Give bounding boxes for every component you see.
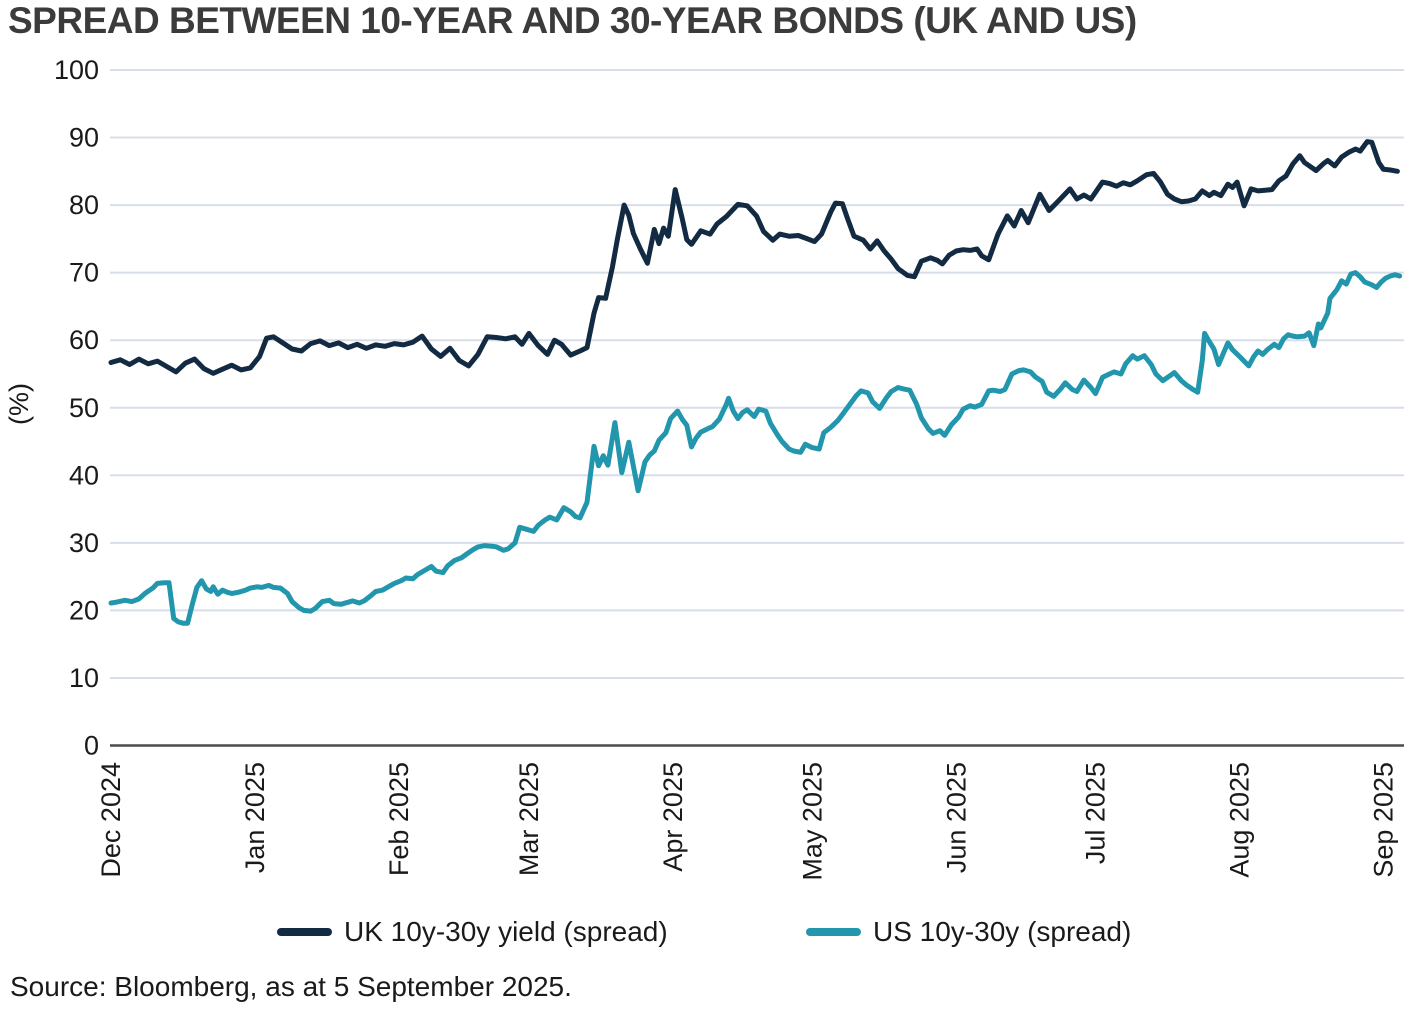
svg-text:Sep 2025: Sep 2025 [1369, 762, 1399, 878]
svg-text:Dec 2024: Dec 2024 [96, 762, 126, 878]
svg-text:Aug 2025: Aug 2025 [1225, 762, 1255, 878]
svg-text:40: 40 [69, 460, 99, 490]
svg-text:70: 70 [69, 258, 99, 288]
svg-text:0: 0 [84, 731, 99, 761]
svg-text:Jun 2025: Jun 2025 [941, 762, 971, 873]
svg-text:60: 60 [69, 325, 99, 355]
svg-text:Feb 2025: Feb 2025 [384, 762, 414, 876]
svg-text:80: 80 [69, 190, 99, 220]
source-note: Source: Bloomberg, as at 5 September 202… [10, 971, 572, 1002]
svg-text:May 2025: May 2025 [797, 762, 827, 881]
svg-text:50: 50 [69, 393, 99, 423]
legend-item-uk: UK 10y-30y yield (spread) [277, 916, 668, 948]
svg-text:10: 10 [69, 663, 99, 693]
svg-text:Jan 2025: Jan 2025 [240, 762, 270, 873]
legend-label-us: US 10y-30y (spread) [873, 916, 1132, 947]
svg-text:Apr 2025: Apr 2025 [658, 762, 688, 872]
us-line-swatch-icon [806, 928, 861, 936]
svg-text:(%): (%) [4, 383, 34, 425]
page-title: SPREAD BETWEEN 10-YEAR AND 30-YEAR BONDS… [8, 0, 1137, 41]
svg-text:90: 90 [69, 123, 99, 153]
svg-text:Jul 2025: Jul 2025 [1081, 762, 1111, 864]
uk-line-swatch-icon [277, 928, 332, 936]
svg-text:Mar 2025: Mar 2025 [514, 762, 544, 876]
svg-text:100: 100 [54, 55, 99, 85]
legend-label-uk: UK 10y-30y yield (spread) [344, 916, 668, 947]
svg-text:20: 20 [69, 595, 99, 625]
legend-item-us: US 10y-30y (spread) [806, 916, 1131, 948]
svg-text:30: 30 [69, 528, 99, 558]
